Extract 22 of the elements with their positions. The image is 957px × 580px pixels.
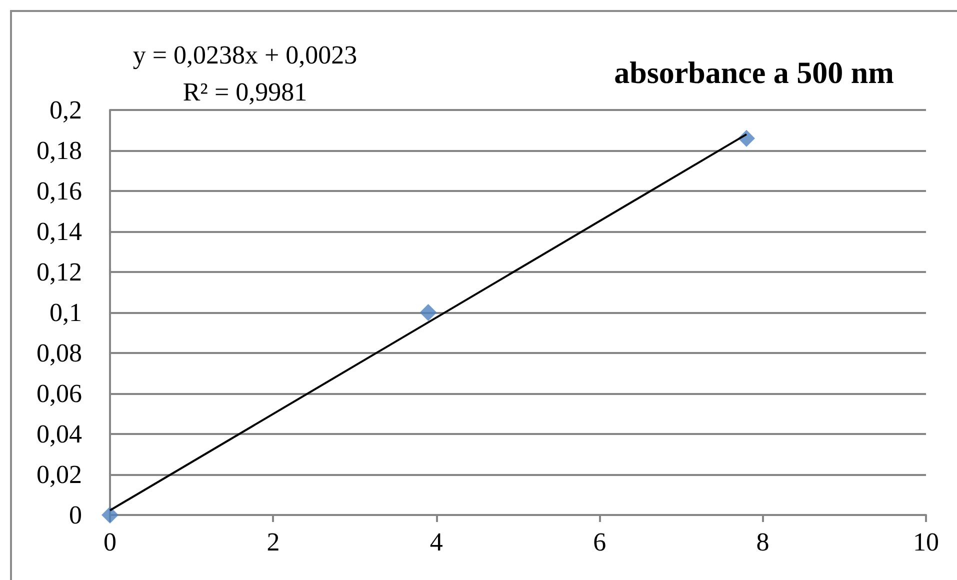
y-tick-label: 0,06	[36, 379, 82, 408]
y-tick-label: 0,18	[36, 136, 82, 165]
x-tick-label: 6	[593, 528, 606, 556]
x-tick-label: 10	[913, 528, 939, 556]
y-tick-label: 0,08	[36, 338, 82, 368]
x-tick-label: 8	[756, 528, 770, 556]
x-tick-label: 0	[104, 528, 116, 556]
y-tick-label: 0,14	[36, 217, 82, 246]
y-tick-label: 0,1	[50, 298, 82, 327]
y-tick-label: 0,04	[36, 420, 82, 448]
y-tick-label: 0,02	[36, 460, 82, 489]
point	[102, 506, 118, 524]
point	[420, 304, 437, 321]
y-tick-label: 0	[69, 500, 82, 530]
y-tick-label: 0,16	[36, 176, 82, 206]
y-tick-label: 0,2	[50, 96, 82, 124]
text: y = 0,0238x + 0,0023	[132, 40, 358, 70]
x-tick-label: 2	[266, 528, 280, 556]
x-tick-label: 4	[430, 528, 443, 556]
chart-title: absorbance a 500 nm	[614, 55, 894, 90]
y-tick-label: 0,12	[36, 258, 82, 286]
text: R² = 0,9981	[182, 78, 308, 106]
